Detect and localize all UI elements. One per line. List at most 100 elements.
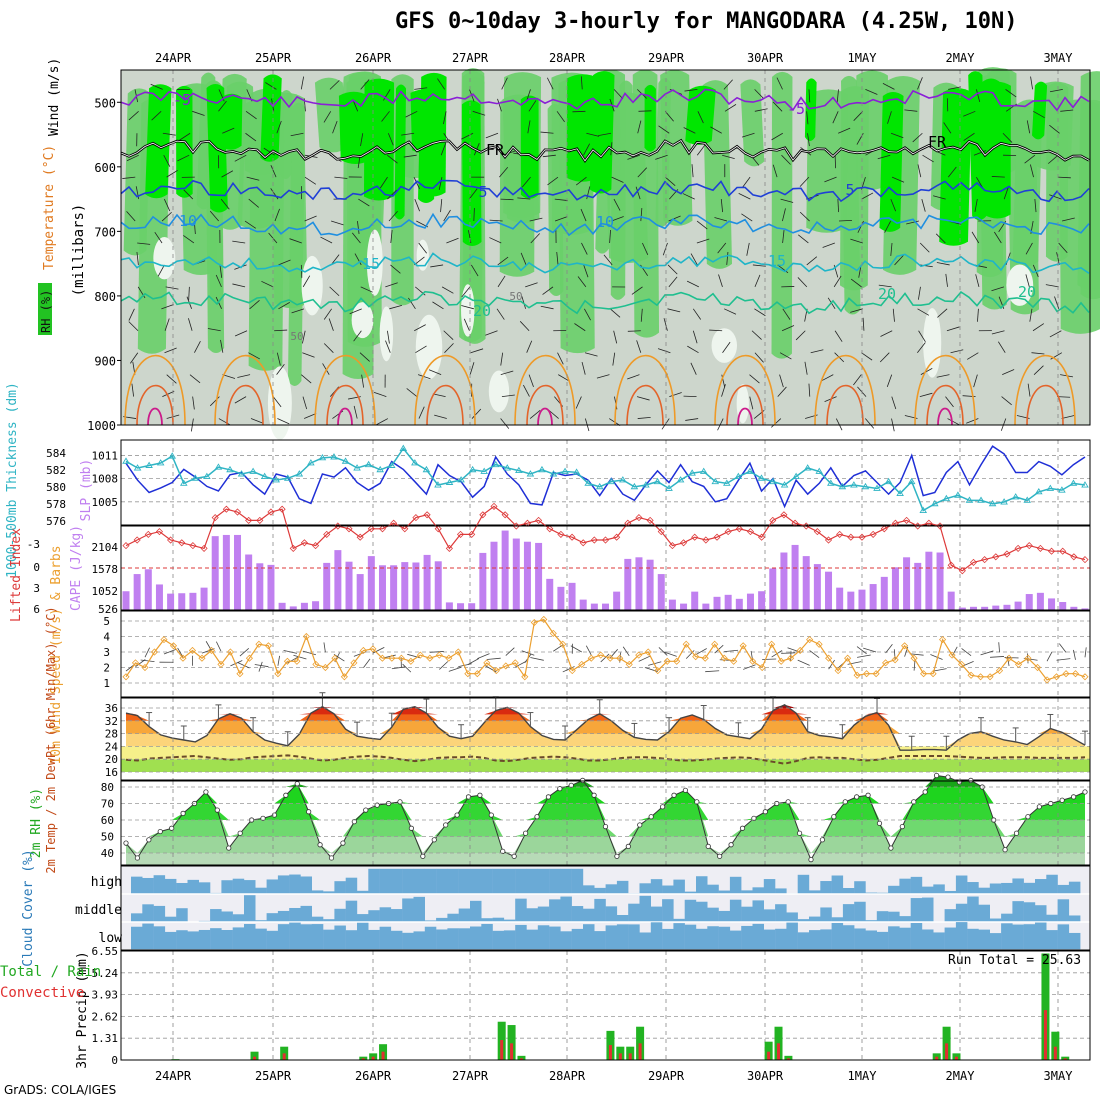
thickness-marker: [815, 467, 824, 474]
contour-label: 10: [596, 213, 614, 231]
wind-barb: [724, 104, 737, 112]
cloud-cell: [707, 884, 719, 894]
precip-frame: [120, 950, 1091, 1061]
cape-bar: [858, 589, 866, 610]
cloud-cell: [164, 878, 177, 894]
wind-barb: [218, 100, 227, 112]
cloud-cell: [289, 922, 301, 950]
rh-dry-pocket: [1006, 264, 1034, 306]
wind-barb: [250, 418, 264, 424]
cape-bar: [668, 599, 676, 610]
wind-barb: [751, 330, 762, 340]
page-title: GFS 0~10day 3-hourly for MANGODARA (4.25…: [395, 9, 1018, 34]
top-date-label: 29APR: [648, 51, 685, 65]
rh-tick-label: 70: [101, 798, 114, 811]
wind-barb: [890, 132, 904, 139]
lifted-index-marker: [702, 536, 710, 544]
wind-speed-marker: [207, 646, 216, 655]
wind-barb: [489, 237, 502, 244]
cloud-cell: [944, 909, 957, 922]
precip-conv-bar: [638, 1043, 642, 1060]
cloud-cell: [436, 868, 448, 894]
wind-barb: [963, 110, 976, 117]
wind-speed-marker: [321, 663, 329, 672]
precip-conv-bar: [510, 1043, 514, 1060]
wind-speed-marker: [1081, 673, 1089, 681]
rh-saturated-band: [410, 88, 446, 155]
credit-text: GrADS: COLA/IGES: [4, 1083, 117, 1097]
wind-barb: [381, 111, 390, 122]
lifted-index-marker: [780, 511, 788, 519]
wind-barb: [781, 154, 791, 165]
wind-barb: [219, 264, 223, 278]
cape-bar: [869, 584, 877, 610]
thickness-marker: [699, 467, 708, 474]
wind-speed-marker: [1052, 673, 1061, 681]
wind-barb-10m: [980, 650, 994, 656]
cloud-cell: [583, 924, 595, 950]
wind-speed-marker: [473, 670, 481, 678]
wind-barb-10m: [458, 663, 472, 668]
wind-barb: [1033, 365, 1044, 375]
wind-barb: [806, 111, 809, 125]
wind-barb: [164, 347, 177, 354]
wind-speed-marker: [340, 673, 348, 681]
wind-barb: [821, 374, 834, 382]
lifted-index-marker: [356, 533, 364, 541]
thickness-marker: [515, 466, 523, 474]
thickness-marker: [884, 477, 893, 485]
cape-bar: [903, 557, 911, 610]
wind-barb: [179, 132, 191, 141]
wind-barb: [383, 89, 391, 101]
thickness-marker: [364, 460, 373, 468]
cloud-cell: [232, 878, 245, 894]
li-tick-label: 6: [33, 603, 40, 616]
wind-barb: [500, 352, 504, 366]
lifted-index-line: [125, 505, 1086, 572]
rh-saturated-band: [983, 81, 1011, 219]
contour-label: 20: [473, 302, 491, 320]
wind-barb: [808, 89, 811, 103]
cloud-cell: [786, 922, 798, 950]
cloud-cell: [1001, 882, 1013, 894]
bottom-date-label: 30APR: [747, 1069, 784, 1083]
li-tick-label: 3: [33, 582, 40, 595]
wind-speed-marker: [863, 670, 871, 678]
lifted-index-marker: [601, 536, 610, 544]
wind-barb: [403, 154, 417, 158]
wind-barb: [658, 125, 670, 134]
wind-barb-10m: [372, 646, 385, 654]
wind-speed-marker: [169, 642, 178, 650]
rh-dry-pocket: [923, 308, 942, 378]
cape-bar: [691, 591, 699, 610]
cloud-cell: [729, 876, 742, 894]
wind-speed-marker: [606, 654, 614, 662]
cloud-cell: [515, 868, 527, 894]
wind-barb: [754, 274, 761, 288]
thickness-marker: [168, 452, 177, 459]
wind-barb-10m: [828, 659, 835, 670]
wind-barb: [721, 384, 726, 397]
wind-speed-marker: [1062, 670, 1070, 678]
temp-frame: [120, 697, 1091, 781]
wind-barb-10m: [857, 654, 871, 658]
wind-speed-marker: [682, 640, 690, 648]
wind-barb: [434, 414, 447, 419]
wind-barb: [558, 374, 570, 382]
wind-barb: [1001, 396, 1012, 406]
wind-barb: [468, 230, 472, 244]
rh-marker: [134, 855, 141, 861]
thickness-marker: [584, 479, 592, 486]
wind-barb: [1057, 176, 1071, 179]
wind-barb: [166, 169, 178, 178]
rh-marker: [717, 853, 723, 859]
cloud-cell: [492, 868, 505, 894]
cape-bar: [245, 554, 253, 610]
cloud-cell: [831, 875, 844, 894]
wind-barb: [865, 88, 878, 95]
thickness-marker: [688, 469, 696, 476]
cloud-cell: [560, 868, 572, 894]
wind-barb: [777, 264, 789, 274]
precip-conv-bar: [381, 1051, 385, 1060]
precip-total-bar: [1051, 1031, 1060, 1060]
